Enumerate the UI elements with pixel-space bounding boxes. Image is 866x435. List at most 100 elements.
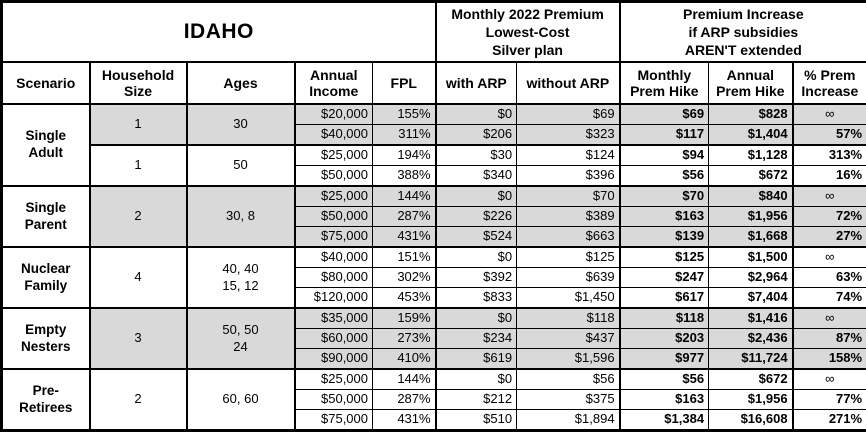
annual-prem-hike-cell: $672: [708, 368, 794, 390]
without-arp-cell: $1,894: [516, 409, 621, 431]
table-row: $50,000 287% $226 $389 $163 $1,956 72%: [2, 206, 866, 227]
scenario-cell: Nuclear Family: [1, 246, 90, 309]
annual-income-cell: $40,000: [293, 124, 373, 146]
column-header-annual-income: Annual Income: [293, 61, 373, 105]
with-arp-cell: $0: [434, 368, 518, 390]
table-row: Empty Nesters 3 50, 50 24 $35,000 159% $0 $118…: [1, 307, 866, 370]
fpl-cell: 273%: [371, 328, 437, 349]
pct-prem-increase-cell: 271%: [791, 409, 866, 431]
annual-prem-hike-cell: $1,404: [708, 124, 794, 146]
monthly-prem-hike-cell: $163: [618, 206, 710, 227]
pct-prem-increase-cell: 16%: [791, 165, 866, 187]
annual-prem-hike-cell: $7,404: [708, 287, 794, 309]
scenario-cell: Single Adult: [1, 103, 90, 187]
column-header-without-arp: without ARP: [516, 61, 621, 105]
fpl-cell: 194%: [371, 144, 437, 166]
ages-cell: 30: [185, 103, 295, 146]
with-arp-cell: $30: [434, 144, 518, 166]
without-arp-cell: $375: [516, 389, 621, 410]
fpl-cell: 287%: [371, 206, 437, 227]
pct-prem-increase-cell: 72%: [791, 206, 866, 227]
fpl-cell: 388%: [371, 165, 437, 187]
without-arp-cell: $1,596: [516, 348, 621, 370]
table-row: $90,000 410% $619 $1,596 $977 $11,724 158%: [2, 348, 866, 370]
monthly-prem-hike-cell: $69: [618, 103, 710, 125]
without-arp-cell: $396: [516, 165, 621, 187]
ages-cell: 50, 50 24: [185, 307, 295, 370]
ages-cell: 60, 60: [185, 368, 295, 431]
monthly-prem-hike-cell: $56: [618, 368, 710, 390]
household-size-cell: 1: [88, 103, 187, 146]
column-header-scenario: Scenario: [1, 61, 90, 105]
fpl-cell: 144%: [371, 185, 437, 207]
annual-income-cell: $35,000: [293, 307, 373, 329]
ages-cell: 30, 8: [185, 185, 295, 248]
household-size-cell: 2: [88, 185, 187, 248]
household-size-cell: 2: [88, 368, 187, 431]
monthly-prem-hike-cell: $1,384: [618, 409, 710, 431]
household-size-cell: 4: [88, 246, 187, 309]
scenario-cell: Pre- Retirees: [1, 368, 90, 431]
household-size-cell: 1: [88, 144, 187, 187]
annual-prem-hike-cell: $1,956: [708, 389, 794, 410]
pct-prem-increase-cell: ∞: [791, 307, 866, 329]
without-arp-cell: $1,450: [516, 287, 621, 309]
annual-income-cell: $50,000: [293, 206, 373, 227]
table-row: 1 50 $25,000 194% $30 $124 $94 $1,128 313%: [2, 144, 866, 187]
fpl-cell: 453%: [371, 287, 437, 309]
monthly-prem-hike-cell: $94: [618, 144, 710, 166]
with-arp-cell: $340: [434, 165, 518, 187]
table-row: Pre- Retirees 2 60, 60 $25,000 144% $0 $56 $56 $…: [1, 368, 866, 431]
monthly-prem-hike-cell: $70: [618, 185, 710, 207]
fpl-cell: 431%: [371, 226, 437, 248]
fpl-cell: 431%: [371, 409, 437, 431]
pct-prem-increase-cell: 27%: [791, 226, 866, 248]
with-arp-cell: $206: [434, 124, 518, 146]
pct-prem-increase-cell: ∞: [791, 246, 866, 268]
without-arp-cell: $125: [516, 246, 621, 268]
pct-prem-increase-cell: ∞: [791, 185, 866, 207]
table-body: Single Adult 1 30 $20,000 155% $0 $69 $69 $828 ∞ $…: [1, 103, 866, 431]
with-arp-cell: $619: [434, 348, 518, 370]
column-header-fpl: FPL: [371, 61, 437, 105]
fpl-cell: 311%: [371, 124, 437, 146]
annual-prem-hike-cell: $1,956: [708, 206, 794, 227]
monthly-prem-hike-cell: $247: [618, 267, 710, 288]
region-title: IDAHO: [0, 1, 437, 63]
without-arp-cell: $437: [516, 328, 621, 349]
with-arp-cell: $833: [434, 287, 518, 309]
fpl-cell: 410%: [371, 348, 437, 370]
with-arp-cell: $0: [434, 307, 518, 329]
pct-prem-increase-cell: 158%: [791, 348, 866, 370]
monthly-prem-hike-cell: $117: [618, 124, 710, 146]
fpl-cell: 159%: [371, 307, 437, 329]
annual-prem-hike-cell: $672: [708, 165, 794, 187]
pct-prem-increase-cell: 313%: [791, 144, 866, 166]
table-row: $75,000 431% $524 $663 $139 $1,668 27%: [2, 226, 866, 248]
scenario-cell: Empty Nesters: [1, 307, 90, 370]
with-arp-cell: $392: [434, 267, 518, 288]
table-row: Single Parent 2 30, 8 $25,000 144% $0 $70 $70 $8…: [1, 185, 866, 248]
column-header-monthly-prem-hike: Monthly Prem Hike: [618, 61, 710, 105]
with-arp-cell: $212: [434, 389, 518, 410]
premium-group-title: Monthly 2022 Premium Lowest-Cost Silver …: [434, 1, 621, 63]
column-header-annual-prem-hike: Annual Prem Hike: [708, 61, 794, 105]
scenario-cell: Single Parent: [1, 185, 90, 248]
column-header-household-size: Household Size: [88, 61, 187, 105]
table-row: Nuclear Family 4 40, 40 15, 12 $40,000 151% $…: [1, 246, 866, 309]
monthly-prem-hike-cell: $977: [618, 348, 710, 370]
monthly-prem-hike-cell: $163: [618, 389, 710, 410]
annual-income-cell: $80,000: [293, 267, 373, 288]
monthly-prem-hike-cell: $203: [618, 328, 710, 349]
column-header-pct-prem-increase: % Prem Increase: [791, 61, 866, 105]
without-arp-cell: $118: [516, 307, 621, 329]
without-arp-cell: $70: [516, 185, 621, 207]
annual-prem-hike-cell: $1,500: [708, 246, 794, 268]
fpl-cell: 144%: [371, 368, 437, 390]
annual-income-cell: $75,000: [293, 226, 373, 248]
table-row: $40,000 311% $206 $323 $117 $1,404 57%: [2, 124, 866, 146]
with-arp-cell: $510: [434, 409, 518, 431]
fpl-cell: 155%: [371, 103, 437, 125]
monthly-prem-hike-cell: $56: [618, 165, 710, 187]
